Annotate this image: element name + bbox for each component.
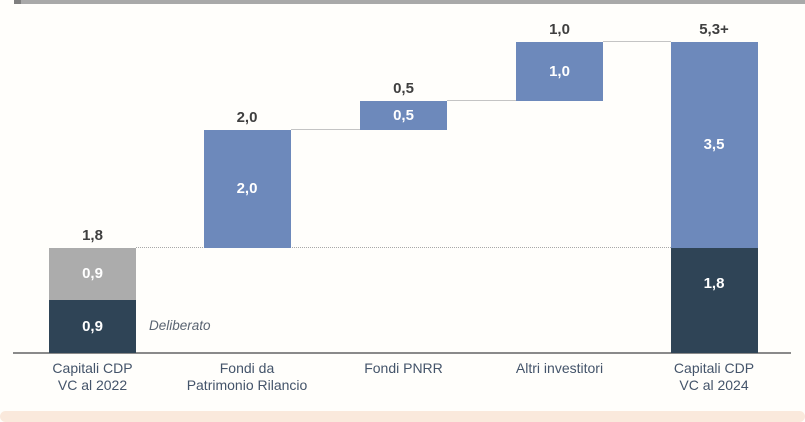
bar-segment-label: 3,5	[703, 136, 725, 154]
bar-total-label: 1,8	[82, 226, 103, 244]
bar-total-label: 5,3+	[699, 21, 729, 39]
connector-line	[447, 100, 516, 102]
connector-line	[290, 129, 360, 131]
top-accent-bar	[14, 0, 805, 4]
bar-segment: 0,9	[49, 247, 136, 301]
bar-segment: 0,9	[49, 300, 136, 353]
connector-line-dotted	[136, 246, 671, 248]
bar-segment: 0,5	[360, 101, 447, 131]
bar-segment-label: 1,0	[549, 63, 570, 81]
bar-segment-label: 2,0	[236, 180, 258, 198]
category-label-line: Altri investitori	[515, 360, 604, 376]
category-label-line: Patrimonio Rilancio	[186, 377, 308, 393]
category-label: Altri investitori	[470, 360, 650, 377]
category-label: Capitali CDP VC al 2022	[3, 360, 183, 394]
category-label-line: Capitali CDP	[673, 360, 755, 376]
bar-total-label: 2,0	[236, 109, 258, 127]
bar-segment: 2,0	[203, 130, 291, 248]
x-axis-line	[13, 352, 791, 354]
bar-segment-label: 0,9	[82, 265, 103, 283]
category-label-line: Fondi PNRR	[364, 360, 443, 376]
category-label: Capitali CDP VC al 2024	[624, 360, 804, 394]
bar-segment-label: 1,8	[703, 274, 725, 292]
bar-segment-label: 0,5	[393, 107, 414, 125]
category-label-line: VC al 2022	[57, 377, 128, 393]
category-label-line: Capitali CDP	[52, 360, 133, 376]
category-label: Fondi PNRR	[314, 360, 494, 377]
bar-segment: 1,8	[670, 247, 758, 353]
category-label: Fondi da Patrimonio Rilancio	[157, 360, 337, 394]
bar-total-label: 0,5	[393, 80, 414, 98]
deliberato-annotation: Deliberato	[149, 318, 211, 333]
bar-segment: 1,0	[516, 42, 603, 101]
bar-total-label: 1,0	[549, 21, 570, 39]
top-accent-bar-cap	[14, 0, 21, 4]
bar-segment: 3,5	[670, 42, 758, 248]
bar-segment-label: 0,9	[82, 318, 103, 336]
connector-line	[603, 41, 671, 43]
bottom-accent-bar	[0, 411, 805, 422]
category-label-line: Fondi da	[219, 360, 275, 376]
category-label-line: VC al 2024	[679, 377, 749, 393]
